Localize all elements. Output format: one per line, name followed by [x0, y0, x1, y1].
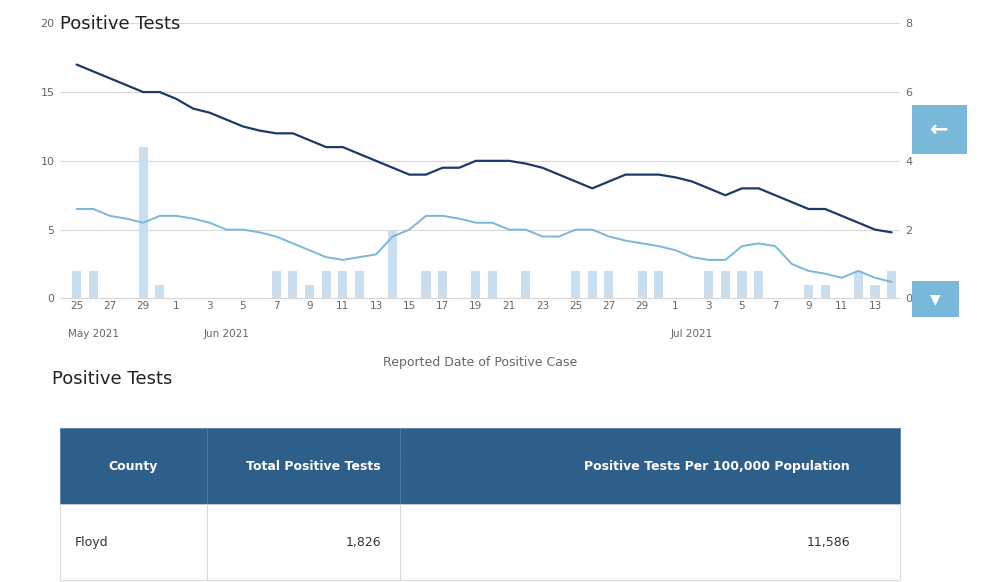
Bar [588, 271, 597, 299]
Bar [139, 147, 148, 299]
Text: May 2021: May 2021 [68, 329, 119, 339]
Bar [471, 271, 480, 299]
Text: ▼: ▼ [930, 292, 941, 306]
Bar [421, 271, 431, 299]
Bar [821, 285, 830, 299]
Bar [89, 271, 98, 299]
Text: Positive Tests: Positive Tests [60, 15, 180, 33]
Text: Jun 2021: Jun 2021 [203, 329, 249, 339]
Bar [604, 271, 613, 299]
Bar [521, 271, 530, 299]
Legend: Positive Tests - 14 Day Rolling Total, Positive Tests - 7 Day Rolling Total, Pos: Positive Tests - 14 Day Rolling Total, P… [115, 447, 761, 466]
Bar [804, 285, 813, 299]
Bar [438, 271, 447, 299]
Bar [288, 271, 297, 299]
Bar [737, 271, 747, 299]
Bar [305, 285, 314, 299]
Bar [355, 271, 364, 299]
Bar [887, 271, 896, 299]
Text: ←: ← [930, 119, 949, 140]
Text: Jul 2021: Jul 2021 [671, 329, 713, 339]
Bar [488, 271, 497, 299]
Text: Positive Tests: Positive Tests [52, 370, 172, 388]
Bar [870, 285, 880, 299]
X-axis label: Reported Date of Positive Case: Reported Date of Positive Case [383, 356, 577, 368]
Bar [654, 271, 663, 299]
Bar [155, 285, 164, 299]
Bar [571, 271, 580, 299]
Bar [721, 271, 730, 299]
Bar [72, 271, 81, 299]
Bar [272, 271, 281, 299]
Bar [638, 271, 647, 299]
Bar [338, 271, 347, 299]
Bar [854, 271, 863, 299]
Bar [704, 271, 713, 299]
Bar [322, 271, 331, 299]
Bar [754, 271, 763, 299]
Bar [388, 230, 397, 299]
